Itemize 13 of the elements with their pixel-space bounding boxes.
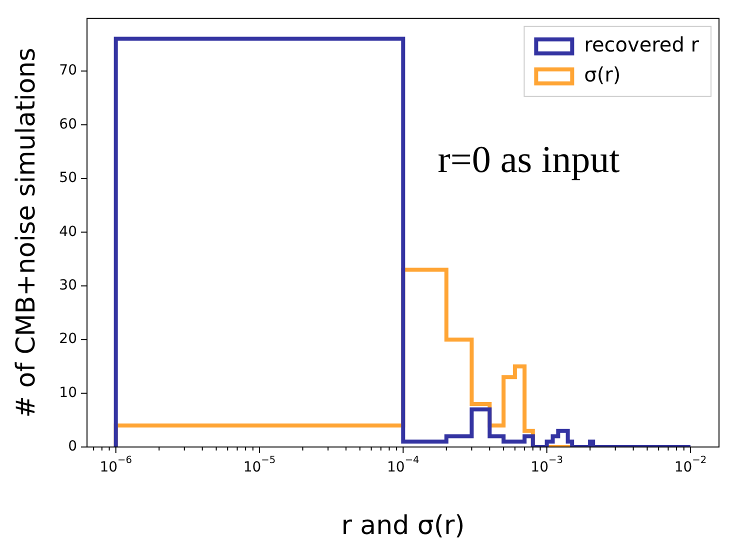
y-tick-label: 40 (59, 224, 78, 240)
legend-label: recovered r (584, 32, 700, 57)
y-tick-label: 50 (59, 170, 78, 186)
legend-label: σ(r) (584, 62, 621, 87)
y-tick-label: 0 (68, 438, 78, 455)
y-tick-label: 20 (59, 331, 78, 348)
y-tick-label: 30 (59, 278, 78, 294)
y-axis-title: # of CMB+noise simulations (11, 48, 42, 418)
y-tick-label: 60 (59, 116, 78, 132)
y-tick-label: 10 (59, 384, 78, 401)
x-axis-title: r and σ(r) (341, 511, 465, 542)
y-tick-label: 70 (59, 62, 78, 79)
annotation: r=0 as input (438, 138, 620, 181)
